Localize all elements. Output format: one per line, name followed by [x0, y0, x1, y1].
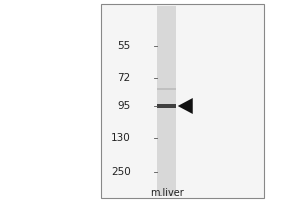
Text: 72: 72	[117, 73, 130, 83]
Text: 130: 130	[111, 133, 130, 143]
Bar	[157, 6, 176, 196]
Bar	[157, 88, 176, 90]
Text: 95: 95	[117, 101, 130, 111]
Polygon shape	[178, 98, 193, 114]
Text: 250: 250	[111, 167, 130, 177]
Text: 55: 55	[117, 41, 130, 51]
Bar	[100, 4, 264, 198]
Bar	[157, 104, 176, 108]
Text: m.liver: m.liver	[150, 188, 183, 198]
